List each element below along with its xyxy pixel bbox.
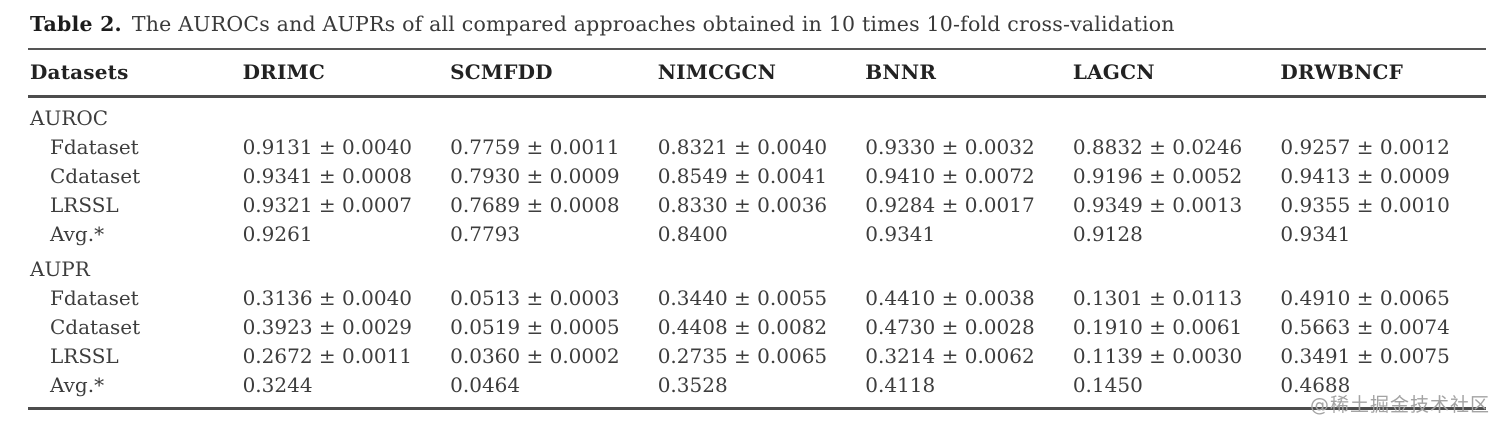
value-cell: 0.9321 ± 0.0007: [242, 193, 413, 217]
dataset-label: Cdataset: [50, 164, 141, 188]
results-table: Datasets DRIMC SCMFDD NIMCGCN BNNR LAGCN DRWBN…: [28, 48, 1486, 405]
value-cell: 0.2672 ± 0.0011: [242, 344, 413, 368]
column-header-lagcn: LAGCN: [1072, 60, 1155, 84]
value-cell: 0.9330 ± 0.0032: [865, 135, 1035, 159]
dataset-label: Avg.*: [50, 373, 105, 397]
value-cell: 0.3136 ± 0.0040: [242, 286, 413, 310]
value-cell: 0.5663 ± 0.0074: [1280, 315, 1450, 339]
value-cell: 0.9341: [1280, 222, 1351, 246]
table-row: Avg.* 0.9261 0.7793 0.8400 0.9341 0.9128 0.934…: [28, 220, 1486, 249]
column-header-nimcgcn: NIMCGCN: [657, 60, 777, 84]
value-cell: 0.7793: [450, 222, 521, 246]
value-cell: 0.7689 ± 0.0008: [450, 193, 620, 217]
table-row: LRSSL 0.9321 ± 0.0007 0.7689 ± 0.0008 0.833…: [28, 191, 1486, 220]
value-cell: 0.9196 ± 0.0052: [1072, 164, 1243, 188]
dataset-label: LRSSL: [50, 344, 119, 368]
column-header-scmfdd: SCMFDD: [450, 60, 553, 84]
value-cell: 0.9349 ± 0.0013: [1072, 193, 1243, 217]
value-cell: 0.3440 ± 0.0055: [657, 286, 828, 310]
table-row: Fdataset 0.3136 ± 0.0040 0.0513 ± 0.0003 0.…: [28, 284, 1486, 313]
section-row-aupr: AUPR: [28, 249, 1486, 284]
value-cell: 0.4408 ± 0.0082: [657, 315, 828, 339]
value-cell: 0.7759 ± 0.0011: [450, 135, 620, 159]
table-row: Cdataset 0.9341 ± 0.0008 0.7930 ± 0.0009 0.…: [28, 162, 1486, 191]
value-cell: 0.0513 ± 0.0003: [450, 286, 620, 310]
dataset-label: Fdataset: [50, 135, 139, 159]
value-cell: 0.1910 ± 0.0061: [1072, 315, 1243, 339]
table-row: Cdataset 0.3923 ± 0.0029 0.0519 ± 0.0005 0.…: [28, 313, 1486, 342]
value-cell: 0.3244: [242, 373, 313, 397]
value-cell: 0.3923 ± 0.0029: [242, 315, 413, 339]
table-header-row: Datasets DRIMC SCMFDD NIMCGCN BNNR LAGCN DRWBN…: [28, 49, 1486, 97]
value-cell: 0.8832 ± 0.0246: [1072, 135, 1243, 159]
section-row-auroc: AUROC: [28, 97, 1486, 134]
value-cell: 0.8321 ± 0.0040: [657, 135, 828, 159]
value-cell: 0.9131 ± 0.0040: [242, 135, 413, 159]
value-cell: 0.9261: [242, 222, 313, 246]
value-cell: 0.4688: [1280, 373, 1351, 397]
value-cell: 0.3491 ± 0.0075: [1280, 344, 1450, 368]
table-header: Datasets DRIMC SCMFDD NIMCGCN BNNR LAGCN DRWBN…: [28, 49, 1486, 97]
value-cell: 0.4730 ± 0.0028: [865, 315, 1035, 339]
column-header-drwbncf: DRWBNCF: [1280, 60, 1404, 84]
table-bottom-rule: [28, 407, 1486, 410]
dataset-label: Avg.*: [50, 222, 105, 246]
table-caption: Table 2. The AUROCs and AUPRs of all comp…: [28, 10, 1486, 48]
dataset-label: Cdataset: [50, 315, 141, 339]
value-cell: 0.8549 ± 0.0041: [657, 164, 828, 188]
value-cell: 0.1450: [1072, 373, 1143, 397]
value-cell: 0.9128: [1072, 222, 1143, 246]
value-cell: 0.9413 ± 0.0009: [1280, 164, 1450, 188]
value-cell: 0.0360 ± 0.0002: [450, 344, 620, 368]
table-row: Avg.* 0.3244 0.0464 0.3528 0.4118 0.1450 0.468…: [28, 371, 1486, 405]
column-header-datasets: Datasets: [30, 60, 129, 84]
dataset-label: Fdataset: [50, 286, 139, 310]
value-cell: 0.2735 ± 0.0065: [657, 344, 828, 368]
value-cell: 0.1301 ± 0.0113: [1072, 286, 1243, 310]
column-header-drimc: DRIMC: [242, 60, 325, 84]
column-header-bnnr: BNNR: [865, 60, 937, 84]
table-caption-text: The AUROCs and AUPRs of all compared app…: [131, 12, 1175, 36]
value-cell: 0.4410 ± 0.0038: [865, 286, 1035, 310]
dataset-label: LRSSL: [50, 193, 119, 217]
value-cell: 0.3214 ± 0.0062: [865, 344, 1035, 368]
value-cell: 0.1139 ± 0.0030: [1072, 344, 1243, 368]
value-cell: 0.0464: [450, 373, 521, 397]
watermark: @稀土掘金技术社区: [1309, 394, 1490, 416]
value-cell: 0.9257 ± 0.0012: [1280, 135, 1450, 159]
table-caption-label: Table 2.: [30, 12, 122, 36]
value-cell: 0.9284 ± 0.0017: [865, 193, 1035, 217]
value-cell: 0.7930 ± 0.0009: [450, 164, 620, 188]
section-label: AUROC: [30, 106, 109, 130]
value-cell: 0.8330 ± 0.0036: [657, 193, 828, 217]
value-cell: 0.4910 ± 0.0065: [1280, 286, 1450, 310]
value-cell: 0.9341: [865, 222, 936, 246]
value-cell: 0.4118: [865, 373, 936, 397]
table-row: LRSSL 0.2672 ± 0.0011 0.0360 ± 0.0002 0.273…: [28, 342, 1486, 371]
section-label: AUPR: [30, 257, 90, 281]
value-cell: 0.9355 ± 0.0010: [1280, 193, 1450, 217]
table-row: Fdataset 0.9131 ± 0.0040 0.7759 ± 0.0011 0.…: [28, 133, 1486, 162]
value-cell: 0.0519 ± 0.0005: [450, 315, 620, 339]
value-cell: 0.3528: [657, 373, 728, 397]
value-cell: 0.9341 ± 0.0008: [242, 164, 413, 188]
value-cell: 0.9410 ± 0.0072: [865, 164, 1035, 188]
value-cell: 0.8400: [657, 222, 728, 246]
table-body: AUROC Fdataset 0.9131 ± 0.0040 0.7759 ± 0.0…: [28, 97, 1486, 406]
